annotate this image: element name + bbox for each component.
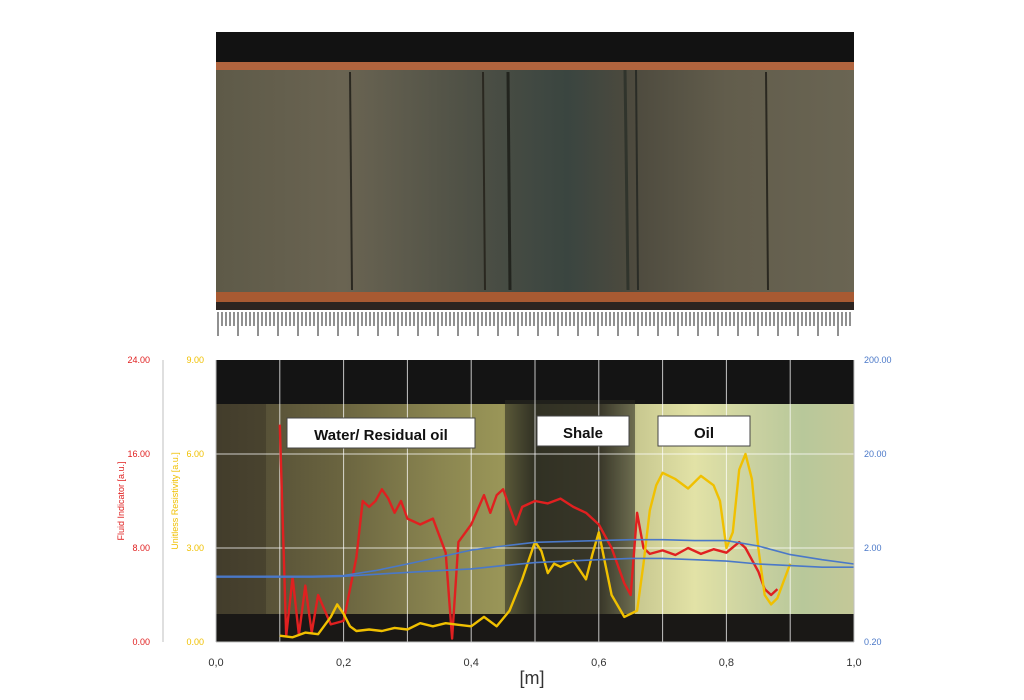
x-tick-label: 0,4 — [464, 657, 479, 669]
resistivity-tick-label: 9.00 — [186, 355, 204, 365]
x-tick-label: 0,0 — [208, 657, 223, 669]
annotation-oil: Oil — [657, 415, 751, 447]
series-layer — [216, 424, 855, 640]
resistivity-axis-label: Unitless Resistivity [a.u.] — [170, 452, 180, 550]
fluid-tick-label: 24.00 — [127, 355, 150, 365]
annotation-water-text: Water/ Residual oil — [314, 427, 448, 444]
x-axis-label: [m] — [520, 668, 545, 688]
fluid-axis-label: Fluid Indicator [a.u.] — [116, 461, 126, 540]
x-tick-label: 1,0 — [846, 657, 861, 669]
annotation-water: Water/ Residual oil — [286, 417, 476, 449]
fluid-tick-label: 16.00 — [127, 449, 150, 459]
series-line-fluid — [278, 424, 779, 640]
right-tick-label: 2.00 — [864, 543, 882, 553]
tick-labels: 0.00 8.00 16.00 24.00 0.00 3.00 6.00 9.00 0.20 2.… — [127, 355, 891, 669]
core-photo — [216, 32, 854, 310]
resistivity-tick-label: 6.00 — [186, 449, 204, 459]
x-tick-label: 0,6 — [591, 657, 606, 669]
fluid-tick-label: 8.00 — [132, 543, 150, 553]
right-tick-label: 0.20 — [864, 637, 882, 647]
x-tick-label: 0,8 — [719, 657, 734, 669]
annotation-shale-text: Shale — [563, 425, 603, 442]
ruler — [216, 312, 854, 358]
series-line-blue-lower — [216, 557, 854, 578]
annotation-oil-text: Oil — [694, 425, 714, 442]
annotation-shale: Shale — [536, 415, 630, 447]
resistivity-tick-label: 3.00 — [186, 543, 204, 553]
x-tick-label: 0,2 — [336, 657, 351, 669]
gridlines — [216, 360, 854, 642]
resistivity-tick-label: 0.00 — [186, 637, 204, 647]
fluid-tick-label: 0.00 — [132, 637, 150, 647]
series-line-resistivity — [279, 452, 792, 639]
right-tick-label: 200.00 — [864, 355, 892, 365]
right-tick-label: 20.00 — [864, 449, 887, 459]
